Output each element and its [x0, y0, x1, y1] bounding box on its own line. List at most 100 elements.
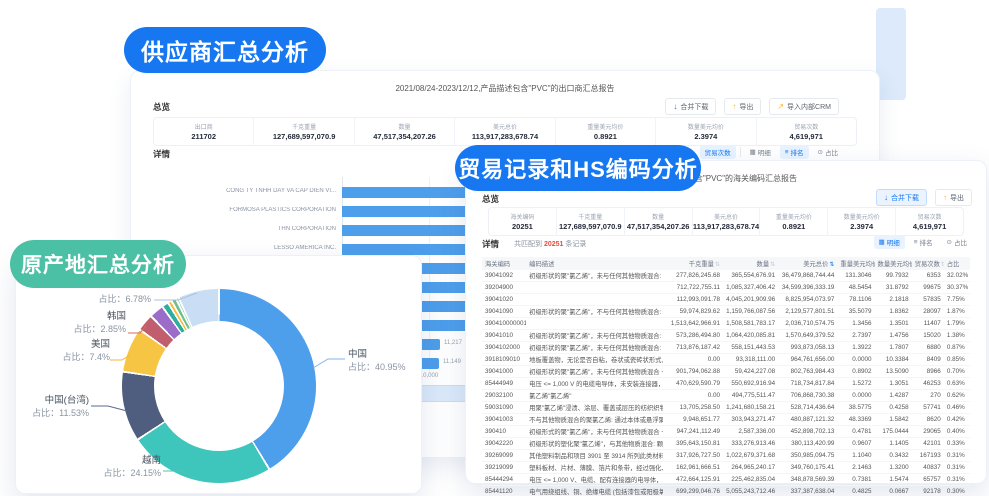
table-cell: 初级形式的聚"氯乙烯"，未与任何其他物质混合 + 未提供来源信息 + — [526, 425, 663, 438]
origin-report-panel: 占比：6.78% 韩国 占比：2.85% 美国 占比：7.4% 中国(台湾) 占… — [15, 255, 422, 494]
bar — [342, 186, 507, 198]
table-cell: 2.7397 — [837, 329, 875, 342]
table-cell: 40837 — [911, 461, 944, 474]
table-cell: 718,734,817.84 — [778, 377, 838, 390]
bar-label: CONG TY TNHH DAY VA CAP DIEN VI... — [226, 188, 336, 194]
table-cell: 4,045,201,909.96 — [722, 293, 779, 306]
sort-icon: ⇅ — [770, 262, 776, 268]
match-count-text: 共匹配到 20251 条记录 — [514, 241, 587, 248]
table-cell: 92178 — [911, 485, 944, 496]
overview-label: 总览 — [153, 102, 171, 112]
table-cell: 6880 — [911, 341, 944, 354]
bar-label: THN CORPORATION — [277, 226, 336, 232]
metric-chip-trades[interactable]: 贸易次数 — [699, 145, 736, 159]
export-button[interactable]: ↑ 导出 — [724, 98, 762, 115]
import-crm-button[interactable]: ↗ 导入内部CRM — [769, 98, 839, 115]
callout-taiwan-name: 中国(台湾) — [44, 395, 89, 406]
table-cell: 947,241,112.49 — [662, 425, 723, 438]
table-row: 39041020 112,993,091.78 4,045,201,909.96 8,… — [482, 293, 970, 306]
table-cell: 13,705,258.50 — [662, 401, 723, 414]
table-cell: 1.7807 — [874, 341, 912, 354]
column-header-4[interactable]: 数量⇅ — [722, 257, 779, 270]
merge-download-label: 合并下载 — [891, 194, 919, 202]
bar — [342, 224, 496, 236]
view-tab-share[interactable]: ⊙ 占比 — [817, 149, 838, 157]
table-cell: 528,714,436.64 — [778, 401, 838, 414]
table-cell: 初级形状的聚"氯乙烯"，未与任何其他物质混合: 其他: 粉末 — [526, 270, 663, 282]
column-header-1: 海关编码 — [482, 257, 527, 270]
hs-report-panel: 产品描述包含"PVC"的海关编码汇总报告 总览 ↓ 合并下载 ↑ 导出 海关编码 20… — [465, 160, 987, 496]
stat-value: 211702 — [191, 132, 217, 141]
column-header-5[interactable]: 美元总价⇅ — [778, 257, 838, 270]
table-cell: 15020 — [911, 329, 944, 342]
table-cell: 29065 — [911, 425, 944, 438]
supplier-overview-stats: 出口商 211702 千克重量 127,689,597,070.9 数量 47,517,3… — [153, 117, 857, 146]
table-cell: 317,926,727.50 — [662, 449, 723, 462]
table-cell: 1.3051 — [874, 377, 912, 390]
label-origin-analysis: 原产地汇总分析 — [10, 240, 186, 288]
table-cell: 36,479,868,744.44 — [778, 270, 838, 282]
table-cell: 0.63% — [943, 377, 970, 390]
table-cell: 8966 — [911, 365, 944, 378]
table-cell: 初级形状的聚"氯乙烯"，未与任何其他物质混合: 悬浮级 PVC 树脂 — [526, 341, 663, 354]
bar-value: 11,217 — [444, 340, 462, 346]
merge-download-button[interactable]: ↓ 合并下载 — [876, 189, 927, 206]
table-cell: 42101 — [911, 437, 944, 450]
view-tab-ranking[interactable]: ≡ 排名 — [779, 145, 809, 159]
table-cell: 5,055,243,712.46 — [722, 485, 779, 496]
table-cell: 472,664,125.91 — [662, 473, 723, 486]
column-header-9: 占比 — [943, 257, 970, 270]
callout-usa-pct: 占比：7.4% — [62, 352, 110, 362]
overview-label: 总览 — [482, 194, 500, 204]
callout-korea-pct: 占比：2.85% — [73, 324, 126, 334]
supplier-stat: 数量 47,517,354,207.26 — [355, 118, 456, 145]
stat-label: 美元总价 — [714, 215, 739, 221]
view-tab-detail[interactable]: ▦ 明细 — [873, 235, 905, 249]
column-header-3[interactable]: 千克重量⇅ — [662, 257, 723, 270]
stat-label: 海关编码 — [510, 215, 535, 221]
table-cell: 573,286,494.80 — [662, 329, 723, 342]
table-cell: 470,629,590.79 — [662, 377, 723, 390]
table-cell: 0.00 — [662, 353, 723, 366]
view-tab-detail[interactable]: ▦ 明细 — [749, 149, 771, 157]
view-tab-ranking[interactable]: ≡ 排名 — [913, 238, 933, 248]
table-cell: 1.8362 — [874, 305, 912, 318]
table-cell: 0.31% — [943, 461, 970, 474]
table-cell: 8,825,954,073.97 — [778, 293, 838, 306]
table-cell: 1.5842 — [874, 413, 912, 426]
table-cell: 其他塑料制品和项目 3901 至 3914 所列此类材料制品 (不包括 9619… — [526, 449, 663, 462]
table-cell: 8620 — [911, 413, 944, 426]
table-cell: 13.5090 — [874, 365, 912, 378]
stat-value: 2.3974 — [850, 222, 874, 231]
stat-value: 20251 — [512, 222, 533, 231]
table-cell: 59,424,227.08 — [722, 365, 779, 378]
table-cell: 162,961,666.51 — [662, 461, 723, 474]
table-cell: 1,513,642,966.91 — [662, 317, 723, 330]
view-tab-share[interactable]: ⊙ 占比 — [946, 239, 967, 247]
stat-value: 127,689,597,070.9 — [272, 132, 336, 141]
table-cell: 39041010 — [482, 329, 527, 342]
table-cell: 1,570,649,379.52 — [778, 329, 838, 342]
merge-download-button[interactable]: ↓ 合并下载 — [665, 98, 717, 115]
table-cell: 2,129,577,801.51 — [778, 305, 838, 318]
table-cell — [526, 281, 663, 294]
export-button[interactable]: ↑ 导出 — [935, 189, 972, 206]
table-row: 39042220 初级形状的塑化聚"氯乙烯"，与其他物质混合: 颗粒 395,643… — [482, 437, 970, 450]
table-cell: 0.46% — [943, 401, 970, 414]
table-cell: 39204900 — [482, 281, 527, 294]
stat-value: 4,619,971 — [912, 222, 947, 231]
table-cell: 30.37% — [943, 281, 970, 294]
stat-label: 数量美元均价 — [687, 125, 724, 131]
supplier-stat: 出口商 211702 — [154, 118, 255, 145]
table-cell: 2.1463 — [837, 461, 875, 474]
column-header-8[interactable]: 贸易次数⇅ — [911, 257, 944, 270]
table-cell: 706,868,730.38 — [778, 389, 838, 402]
callout-vietnam-name: 越南 — [141, 455, 161, 466]
bar-label: LESSO AMERICA INC. — [273, 245, 336, 251]
